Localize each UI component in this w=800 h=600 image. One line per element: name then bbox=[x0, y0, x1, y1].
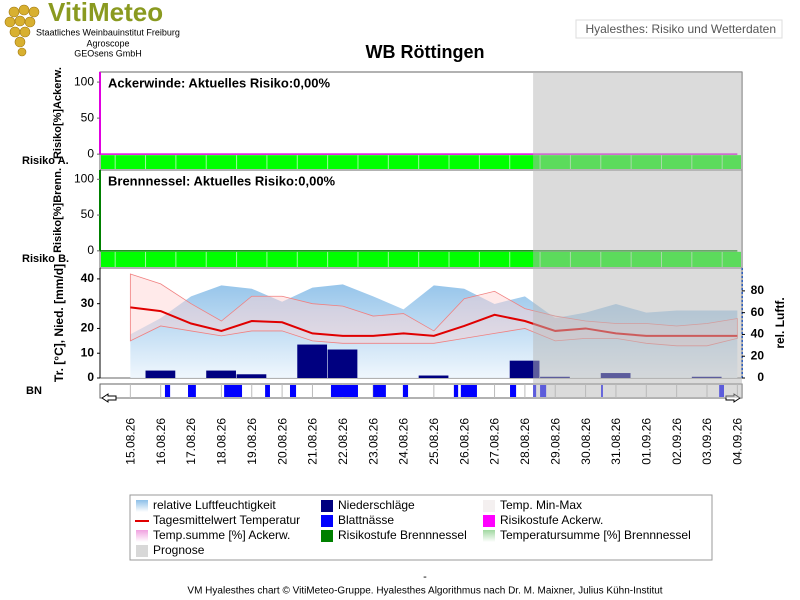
x-tick-label: 02.09.26 bbox=[670, 418, 684, 465]
legend-label: Temperatursumme [%] Brennnessel bbox=[500, 528, 691, 542]
legend-swatch bbox=[483, 500, 495, 512]
precip-bar bbox=[327, 349, 358, 378]
precip-bar bbox=[236, 374, 267, 378]
leaf-wetness bbox=[265, 385, 270, 397]
y-tick-label: 0 bbox=[87, 370, 94, 384]
tab bbox=[575, 19, 783, 39]
y-tick-label: 50 bbox=[81, 110, 95, 124]
x-tick-label: 26.08.26 bbox=[457, 418, 471, 465]
x-tick-label: 29.08.26 bbox=[548, 418, 562, 465]
y-tick-label: 30 bbox=[81, 296, 95, 310]
leaf-wetness bbox=[289, 385, 297, 397]
annotation: Brennnessel: Aktuelles Risiko:0,00% bbox=[108, 173, 336, 188]
legend-label: Blattnässe bbox=[338, 513, 394, 527]
leaf-wetness bbox=[460, 385, 477, 397]
legend-label: Temp.summe [%] Ackerw. bbox=[153, 528, 290, 542]
tab-label: Hyalesthes: Risiko und Wetterdaten bbox=[585, 22, 776, 36]
logo-grapes bbox=[4, 4, 40, 57]
footer: VM Hyalesthes chart © VitiMeteo-Gruppe. … bbox=[187, 586, 662, 597]
x-tick-label: 23.08.26 bbox=[366, 418, 380, 465]
legend-swatch bbox=[321, 530, 333, 542]
leaf-wetness bbox=[510, 385, 517, 397]
y-tick-label: 40 bbox=[81, 271, 95, 285]
y-tick-label: 50 bbox=[81, 207, 95, 221]
legend-label: relative Luftfeuchtigkeit bbox=[153, 498, 276, 512]
y2-tick-label: 60 bbox=[751, 305, 765, 319]
x-tick-label: 03.09.26 bbox=[700, 418, 714, 465]
y-tick-label: 0 bbox=[87, 146, 94, 160]
legend-box bbox=[129, 494, 713, 561]
leaf-wetness bbox=[330, 385, 358, 397]
leaf-wetness bbox=[188, 385, 196, 397]
x-tick-label: 01.09.26 bbox=[639, 418, 653, 465]
x-tick-label: 31.08.26 bbox=[609, 418, 623, 465]
x-tick-label: 16.08.26 bbox=[154, 418, 168, 465]
legend-swatch bbox=[321, 500, 333, 512]
legend-swatch bbox=[321, 515, 333, 527]
precip-bar bbox=[206, 370, 236, 378]
y2-axis-label: rel. Luftf. bbox=[773, 297, 787, 348]
legend-swatch bbox=[136, 500, 148, 512]
legend-swatch bbox=[483, 530, 495, 542]
footer-dash: - bbox=[423, 571, 427, 583]
x-tick-label: 19.08.26 bbox=[245, 418, 259, 465]
legend-label: Niederschläge bbox=[338, 498, 415, 512]
x-tick-label: 17.08.26 bbox=[184, 418, 198, 465]
x-tick-label: 30.08.26 bbox=[579, 418, 593, 465]
prognose bbox=[533, 72, 742, 398]
leaf-wetness bbox=[164, 385, 171, 397]
annotation: Ackerwinde: Aktuelles Risiko:0,00% bbox=[108, 75, 330, 90]
y2-tick-label: 0 bbox=[757, 370, 764, 384]
y-axis-label: Risiko[%]Ackerw. bbox=[52, 67, 64, 159]
legend-label: Prognose bbox=[153, 543, 205, 557]
y-tick-label: 0 bbox=[87, 243, 94, 257]
y2-tick-label: 40 bbox=[751, 327, 765, 341]
leaf-wetness bbox=[224, 385, 243, 397]
y2-tick-label: 20 bbox=[751, 348, 765, 362]
x-tick-label: 21.08.26 bbox=[306, 418, 320, 465]
row-label: BN bbox=[26, 385, 42, 397]
legend-label: Tagesmittelwert Temperatur bbox=[153, 513, 300, 527]
x-tick-label: 18.08.26 bbox=[215, 418, 229, 465]
legend-label: Risikostufe Ackerw. bbox=[500, 513, 603, 527]
legend-swatch bbox=[136, 530, 148, 542]
leaf-wetness bbox=[402, 385, 409, 397]
row-label: Risiko A. bbox=[22, 155, 69, 167]
logo-line: Staatliches Weinbauinstitut Freiburg bbox=[36, 27, 180, 37]
x-tick-label: 04.09.26 bbox=[731, 418, 745, 465]
x-tick-label: 27.08.26 bbox=[488, 418, 502, 465]
y2-tick-label: 80 bbox=[751, 283, 765, 297]
precip-bar bbox=[418, 375, 449, 378]
x-tick-label: 22.08.26 bbox=[336, 418, 350, 465]
leaf-wetness bbox=[453, 385, 459, 397]
y-tick-label: 20 bbox=[81, 321, 95, 335]
logo-line: Agroscope bbox=[86, 38, 129, 48]
precip-bar bbox=[297, 344, 328, 378]
scroll-arrow bbox=[101, 393, 117, 403]
x-tick-label: 20.08.26 bbox=[275, 418, 289, 465]
legend-label: Risikostufe Brennnessel bbox=[338, 528, 467, 542]
legend-swatch bbox=[483, 515, 495, 527]
legend-label: Temp. Min-Max bbox=[500, 498, 582, 512]
y-tick-label: 100 bbox=[74, 171, 94, 185]
y-axis-label: Risiko[%]Brenn. bbox=[52, 168, 64, 253]
logo: VitiMeteo bbox=[48, 0, 163, 27]
x-tick-label: 25.08.26 bbox=[427, 418, 441, 465]
x-tick-label: 15.08.26 bbox=[124, 418, 138, 465]
y-axis-label: Tr. [°C], Nied. [mm/d] bbox=[52, 264, 66, 382]
x-tick-label: 28.08.26 bbox=[518, 418, 532, 465]
x-tick-label: 24.08.26 bbox=[397, 418, 411, 465]
y-tick-label: 10 bbox=[81, 345, 95, 359]
legend-swatch bbox=[136, 545, 148, 557]
leaf-wetness bbox=[373, 385, 386, 397]
chart-title: WB Röttingen bbox=[366, 42, 485, 62]
row-label: Risiko B. bbox=[22, 253, 69, 265]
precip-bar bbox=[145, 370, 176, 378]
y-tick-label: 100 bbox=[74, 74, 94, 88]
logo-line: GEOsens GmbH bbox=[74, 48, 142, 58]
precip-bar bbox=[509, 360, 540, 378]
